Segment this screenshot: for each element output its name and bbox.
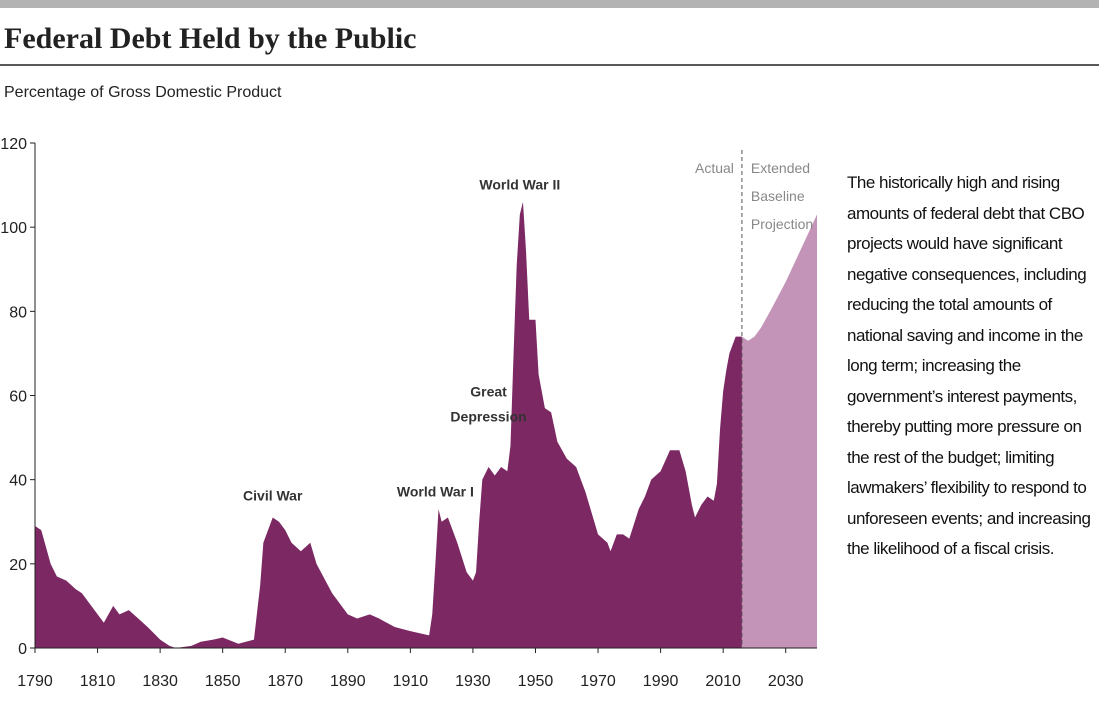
x-tick-label: 1830 [142, 673, 178, 690]
annotation: World War I [397, 484, 474, 500]
x-tick-label: 1910 [393, 673, 429, 690]
y-tick-label: 40 [9, 473, 27, 490]
side-note: The historically high and rising amounts… [847, 173, 1091, 558]
x-tick-label: 1870 [267, 673, 303, 690]
x-tick-label: 2030 [768, 673, 804, 690]
y-tick-label: 20 [9, 557, 27, 574]
x-tick-label: 1990 [643, 673, 679, 690]
chart-title: Federal Debt Held by the Public [4, 22, 416, 55]
annotation: Great Depression [450, 384, 526, 425]
x-tick-label: 1890 [330, 673, 366, 690]
series-label: Extended Baseline Projection [751, 160, 813, 232]
area [35, 201, 742, 648]
series-label: Actual [695, 160, 734, 176]
annotation: Civil War [243, 488, 303, 504]
x-tick-label: 1930 [455, 673, 491, 690]
y-tick-label: 100 [0, 220, 27, 237]
y-tick-label: 60 [9, 389, 27, 406]
x-tick-label: 2010 [705, 673, 741, 690]
y-tick-label: 120 [0, 136, 27, 153]
x-tick-label: 1970 [580, 673, 616, 690]
annotation: World War II [479, 176, 560, 192]
y-tick-label: 80 [9, 304, 27, 321]
y-tick-label: 0 [18, 641, 27, 658]
top-bar [0, 0, 1099, 8]
chart-subtitle: Percentage of Gross Domestic Product [4, 84, 282, 101]
x-tick-label: 1790 [17, 673, 53, 690]
x-tick-label: 1850 [205, 673, 241, 690]
x-tick-label: 1810 [80, 673, 116, 690]
x-tick-label: 1950 [518, 673, 554, 690]
area [741, 214, 817, 648]
